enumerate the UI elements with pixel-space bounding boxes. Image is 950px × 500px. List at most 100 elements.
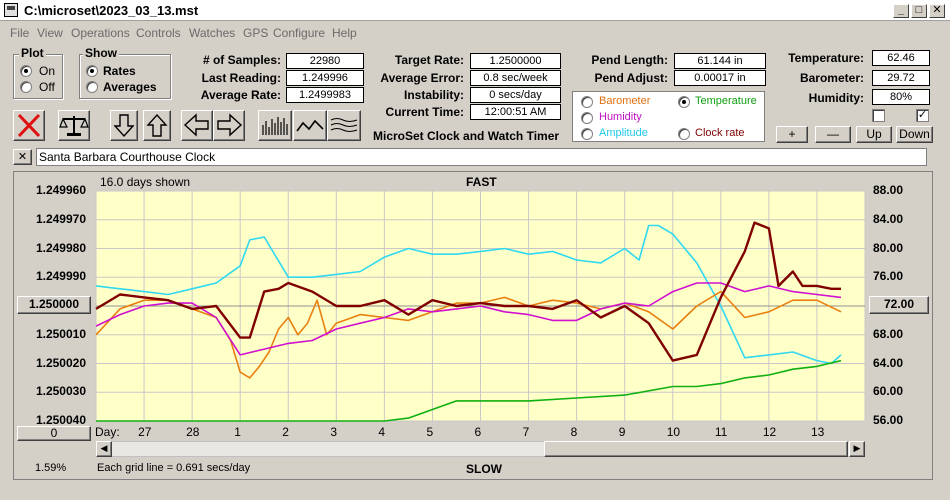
series-temperature [96,359,842,422]
x-axis-day-tick: 2 [282,425,289,439]
right-axis-tick: 64.00 [873,355,904,370]
right-axis-tick: 76.00 [873,269,904,284]
humidity-radio[interactable] [581,112,593,124]
description-field[interactable]: Santa Barbara Courthouse Clock [36,148,927,166]
line-wave-icon [296,119,324,132]
arrow-right-button[interactable] [213,110,245,141]
plot-off-radio[interactable] [20,81,32,93]
slow-label: SLOW [466,462,502,476]
red-x-icon [17,113,41,138]
menu-help[interactable]: Help [332,26,357,40]
overlay-options-box [572,91,765,142]
plus-button[interactable]: + [776,126,808,143]
show-averages-radio[interactable] [86,81,98,93]
checkbox-2[interactable]: ✓ [916,109,929,122]
left-axis-tick: 1.249990 [35,269,86,284]
menu-controls[interactable]: Controls [136,26,181,40]
close-window-button[interactable]: ✕ [929,4,945,18]
plot-group-title: Plot [19,46,46,60]
series-clock-rate [95,221,841,362]
show-group [79,54,171,99]
amplitude-option: Amplitude [599,127,648,139]
x-axis-day-tick: 10 [666,425,681,439]
smooth-plot-button[interactable] [327,110,361,141]
x-axis-day-tick: 12 [762,425,777,439]
left-axis-tick: 1.249970 [35,211,86,226]
scale-icon [59,116,89,136]
scroll-right-button[interactable]: ▶ [849,441,865,457]
pend-length-field[interactable]: 61.144 in [674,53,766,69]
humidity-option: Humidity [599,111,642,123]
average-rate-field: 1.2499983 [286,87,364,103]
x-axis-day-tick: 13 [810,425,825,439]
menu-watches[interactable]: Watches [189,26,236,40]
x-axis-day-tick: 28 [186,425,200,439]
left-center-button[interactable]: 1.250000 [17,296,91,314]
last-reading-label: Last Reading: [201,71,281,85]
temperature-radio[interactable] [678,96,690,108]
pend-length-label: Pend Length: [591,53,668,67]
app-icon[interactable] [4,3,18,17]
x-axis-day-tick: 6 [474,425,482,439]
checkbox-1[interactable] [872,109,885,122]
arrow-up-button[interactable] [143,110,171,141]
clear-button[interactable] [13,110,45,141]
pend-adjust-label: Pend Adjust: [594,71,668,85]
barometer-radio[interactable] [581,96,593,108]
x-axis-day-tick: 3 [330,425,337,439]
amplitude-radio[interactable] [581,128,593,140]
x-axis-day-tick: 5 [426,425,434,439]
pend-adjust-field[interactable]: 0.00017 in [674,70,766,86]
plot-off-label: Off [39,80,55,94]
scroll-left-button[interactable]: ◀ [96,441,112,457]
current-time-field: 12:00:51 AM [470,104,561,120]
x-axis-day-tick: 9 [618,425,626,439]
right-center-button[interactable]: 72.00 [869,296,929,314]
menu-file[interactable]: File [10,26,30,40]
show-averages-label: Averages [103,80,157,94]
minus-button[interactable]: — [815,126,851,143]
right-axis-tick: 68.00 [873,326,904,341]
arrow-left-button[interactable] [181,110,213,141]
x-axis-day-tick: 27 [138,425,152,439]
left-axis-tick: 1.249960 [35,183,86,197]
last-reading-field: 1.249996 [286,70,364,86]
samples-field: 22980 [286,53,364,69]
barometer-option: Barometer [599,95,651,107]
arrow-right-icon [217,113,243,137]
plot-on-label: On [39,64,56,78]
bar-plot-button[interactable] [258,110,292,141]
show-rates-radio[interactable] [86,65,98,77]
description-close-button[interactable]: ✕ [13,149,32,165]
menu-operations[interactable]: Operations [71,26,130,40]
menu-configure[interactable]: Configure [273,26,326,40]
scroll-thumb[interactable] [544,441,848,457]
right-axis-tick: 56.00 [873,413,904,427]
arrow-down-button[interactable] [110,110,138,141]
plot-on-radio[interactable] [20,65,32,77]
average-error-label: Average Error: [380,71,464,85]
temperature-label: Temperature: [788,51,864,65]
grid-note: Each grid line = 0.691 secs/day [97,462,251,474]
chart-frame [13,171,933,480]
x-axis-day-tick: 11 [714,425,728,439]
target-rate-field[interactable]: 1.2500000 [470,53,561,69]
left-bottom-button[interactable]: 0 [17,426,91,441]
target-rate-label: Target Rate: [394,53,464,67]
show-rates-label: Rates [103,64,136,78]
down-button[interactable]: Down [896,126,933,143]
x-axis-day-tick: 4 [378,425,386,439]
minimize-button[interactable]: _ [893,4,909,18]
day-label: Day: [95,425,120,439]
menu-gps[interactable]: GPS [243,26,269,40]
corner-percent: 1.59% [35,462,67,474]
line-plot-button[interactable] [293,110,327,141]
right-axis-tick: 60.00 [873,384,904,399]
clock-rate-radio[interactable] [678,128,690,140]
menu-view[interactable]: View [37,26,63,40]
up-button[interactable]: Up [856,126,892,143]
maximize-button[interactable]: □ [911,4,927,18]
instability-field: 0 secs/day [470,87,561,103]
balance-button[interactable] [58,110,90,141]
barometer-label: Barometer: [799,71,864,85]
